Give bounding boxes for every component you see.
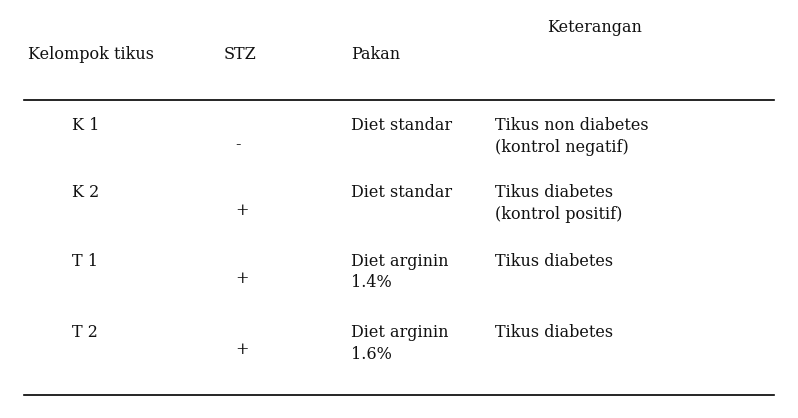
Text: Keterangan: Keterangan (547, 19, 642, 36)
Text: Tikus non diabetes: Tikus non diabetes (495, 117, 649, 134)
Text: K 1: K 1 (72, 117, 99, 134)
Text: Diet standar: Diet standar (351, 184, 452, 201)
Text: Kelompok tikus: Kelompok tikus (28, 46, 154, 63)
Text: STZ: STZ (223, 46, 256, 63)
Text: +: + (235, 342, 249, 358)
Text: Tikus diabetes: Tikus diabetes (495, 324, 613, 341)
Text: (kontrol negatif): (kontrol negatif) (495, 139, 629, 155)
Text: Diet arginin: Diet arginin (351, 253, 448, 270)
Text: Pakan: Pakan (351, 46, 401, 63)
Text: (kontrol positif): (kontrol positif) (495, 206, 622, 222)
Text: 1.4%: 1.4% (351, 275, 392, 291)
Text: T 2: T 2 (72, 324, 97, 341)
Text: 1.6%: 1.6% (351, 346, 392, 362)
Text: +: + (235, 202, 249, 219)
Text: -: - (235, 136, 241, 153)
Text: Diet arginin: Diet arginin (351, 324, 448, 341)
Text: T 1: T 1 (72, 253, 98, 270)
Text: Diet standar: Diet standar (351, 117, 452, 134)
Text: Tikus diabetes: Tikus diabetes (495, 253, 613, 270)
Text: Tikus diabetes: Tikus diabetes (495, 184, 613, 201)
Text: +: + (235, 270, 249, 287)
Text: K 2: K 2 (72, 184, 99, 201)
